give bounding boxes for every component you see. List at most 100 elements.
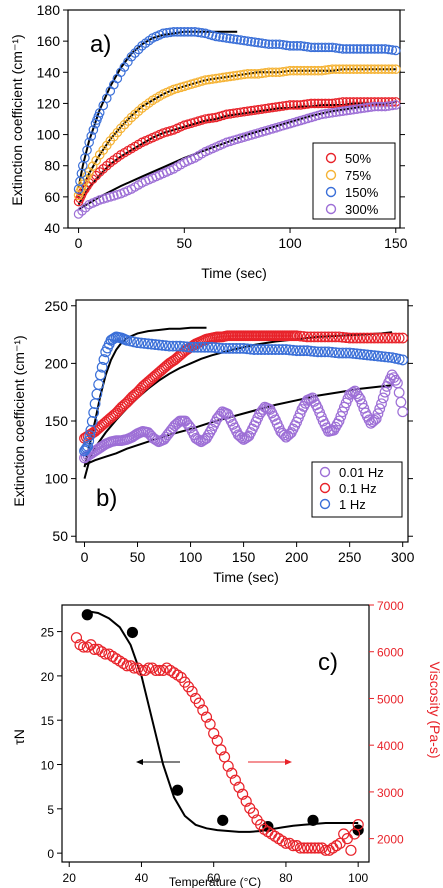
data-point [264,103,274,113]
data-point [288,41,299,51]
data-point [165,27,176,38]
data-point [81,442,93,454]
data-point [260,38,271,49]
data-point [397,354,409,366]
data-point [376,44,387,54]
data-point [267,67,278,78]
data-point [305,331,317,343]
data-point [281,40,292,51]
data-point [193,27,204,38]
data-point [308,346,320,357]
data-point [211,734,223,747]
data-point [345,844,357,856]
x-tick-label: 50 [177,235,193,251]
data-point [386,369,398,381]
data-point [226,767,238,779]
panel-a-frame [67,9,401,229]
y-tick-label: 200 [45,355,69,371]
panel-c-ylabel-right: Viscosity (Pa-s) [427,662,443,759]
y-tick-label: 160 [37,33,61,49]
data-point [348,44,359,54]
x-tick-label: 100 [348,871,368,885]
data-point [149,339,161,350]
data-point [379,332,391,344]
data-point [239,35,250,46]
data-point [218,32,228,43]
data-point [274,67,285,78]
data-point [126,626,139,639]
data-point [298,345,310,357]
y-right-tick-label: 4000 [377,739,404,753]
x-tick-label: 150 [232,549,256,565]
data-point [211,31,221,42]
data-point [294,345,306,357]
data-point [267,39,278,50]
series-2 [73,26,401,194]
data-point [214,32,225,42]
data-point [369,101,380,112]
data-point [397,406,409,418]
data-point [334,837,346,849]
legend-marker [319,466,331,478]
data-point [213,342,225,354]
data-point [257,68,267,79]
data-point [359,44,369,54]
data-point [292,100,302,110]
panel-c-label: c) [318,649,338,676]
data-point [388,372,400,383]
legend-marker [319,482,331,494]
data-point [240,795,252,807]
y-tick-label: 60 [44,189,60,205]
data-point [207,74,218,84]
x-tick-label: 300 [391,549,415,565]
data-point [285,100,295,110]
data-point [309,65,320,76]
y-right-tick-label: 2000 [377,833,404,847]
data-point [349,385,361,397]
data-point [366,102,376,112]
data-point [264,39,274,50]
data-point [93,379,105,390]
panel-b-xlabel: Time (sec) [213,569,279,585]
data-point [153,339,165,351]
data-point [302,65,313,76]
data-point [299,99,309,110]
data-point [142,338,154,350]
data-point [221,33,232,43]
data-point [369,332,380,344]
data-point [379,351,391,363]
right-arrowhead-icon [285,759,292,765]
data-point [301,331,313,343]
data-point [200,75,211,85]
panel-c-xlabel: Temperature (°C) [169,875,261,888]
data-point [228,34,239,44]
data-point [352,64,362,74]
data-point [168,667,180,679]
data-point [319,331,331,343]
data-point [280,344,292,355]
data-point [271,67,281,78]
x-tick-label: 60 [207,871,221,885]
data-point [249,69,260,79]
y-tick-label: 40 [44,220,60,236]
data-point [355,44,366,54]
data-point [337,347,348,359]
data-point [88,643,101,655]
x-tick-label: 0 [75,235,83,251]
data-point [324,98,334,109]
data-point [331,43,341,53]
panel-b-ylabel: Extinction coefficient (cm⁻¹) [11,335,27,506]
data-point [337,331,348,343]
data-point [83,435,95,447]
panel-a-ylabel: Extinction coefficient (cm⁻¹) [9,34,25,205]
data-point [333,331,345,343]
data-point [355,64,366,74]
data-point [358,349,370,360]
data-point [278,429,290,441]
data-point [299,41,309,52]
data-point [238,343,249,354]
data-point [344,347,356,359]
legend-label: 75% [345,168,371,183]
data-point [390,45,401,56]
data-point [369,350,380,362]
